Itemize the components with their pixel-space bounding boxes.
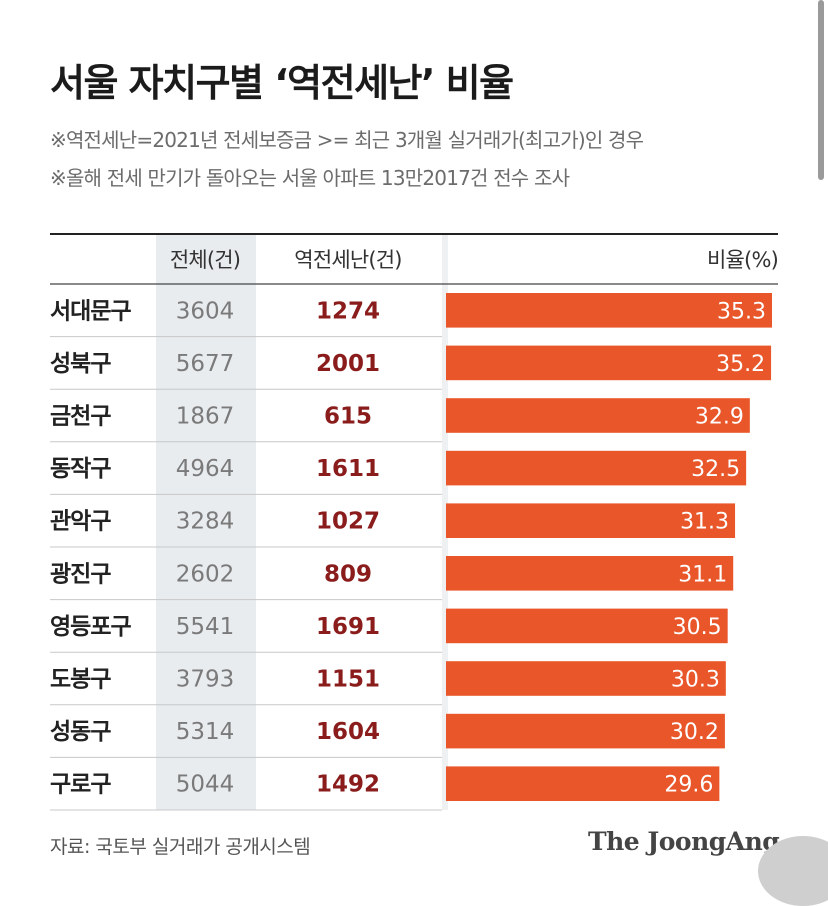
ratio-label: 32.5 <box>691 457 740 482</box>
ratio-label: 30.3 <box>671 668 720 693</box>
row-total: 3793 <box>176 667 235 693</box>
ratio-bar <box>446 345 772 381</box>
row-total: 5541 <box>176 614 235 640</box>
ratio-label: 30.5 <box>673 615 722 640</box>
ratio-bar <box>446 608 728 644</box>
ratio-table-chart: 전체(건) 역전세난(건) 비율(%) 서대문구 3604 1274 35.3 성북구 5677… <box>50 233 779 811</box>
row-count: 1492 <box>316 772 380 798</box>
row-total: 3284 <box>176 509 235 535</box>
row-total: 1867 <box>176 404 235 430</box>
row-count: 1274 <box>316 298 380 324</box>
ratio-bar <box>446 398 750 433</box>
row-count: 809 <box>324 561 372 587</box>
ratio-bar <box>446 556 734 591</box>
ratio-label: 35.2 <box>716 352 765 377</box>
scrollbar[interactable] <box>818 0 824 180</box>
row-district: 성북구 <box>50 351 111 377</box>
row-total: 2602 <box>176 561 235 587</box>
ratio-bar <box>446 661 726 696</box>
ratio-bar <box>446 503 736 538</box>
row-total: 3604 <box>176 298 235 324</box>
note-definition: ※역전세난=2021년 전세보증금 >= 최근 3개월 실거래가(최고가)인 경… <box>50 128 644 152</box>
ratio-label: 35.3 <box>717 299 766 324</box>
row-district: 동작구 <box>50 456 111 482</box>
ratio-label: 31.3 <box>680 510 729 535</box>
row-district: 서대문구 <box>50 298 131 324</box>
row-district: 금천구 <box>50 404 111 430</box>
ratio-label: 31.1 <box>678 562 727 587</box>
header-ratio: 비율(%) <box>707 248 778 272</box>
bar-area-divider <box>442 234 448 810</box>
row-district: 구로구 <box>50 772 111 798</box>
row-count: 1151 <box>316 667 380 693</box>
row-total: 5677 <box>176 351 235 377</box>
row-total: 5314 <box>176 719 235 745</box>
ratio-label: 32.9 <box>695 405 744 430</box>
row-total: 5044 <box>176 772 235 798</box>
source-note: 자료: 국토부 실거래가 공개시스템 <box>50 836 311 858</box>
ratio-bar <box>446 450 747 486</box>
header-count: 역전세난(건) <box>294 248 401 272</box>
row-count: 615 <box>324 404 372 430</box>
row-count: 1027 <box>316 509 380 535</box>
note-survey: ※올해 전세 만기가 돌아오는 서울 아파트 13만2017건 전수 조사 <box>50 166 570 190</box>
ratio-label: 30.2 <box>670 720 719 745</box>
row-district: 관악구 <box>50 509 111 535</box>
row-total: 4964 <box>176 456 235 482</box>
row-district: 성동구 <box>50 719 111 745</box>
row-district: 영등포구 <box>50 614 131 640</box>
ratio-label: 29.6 <box>664 773 713 798</box>
brand-logo: The JoongAng <box>588 827 780 856</box>
row-district: 광진구 <box>50 561 111 587</box>
chart-title: 서울 자치구별 ‘역전세난’ 비율 <box>50 61 514 105</box>
row-count: 1611 <box>316 456 380 482</box>
header-total: 전체(건) <box>170 248 240 272</box>
row-district: 도봉구 <box>50 667 111 693</box>
ratio-bar <box>446 766 720 801</box>
row-count: 1691 <box>316 614 380 640</box>
row-count: 1604 <box>316 719 380 745</box>
ratio-bar <box>446 713 725 749</box>
ratio-bar <box>446 293 772 328</box>
total-column-shade <box>156 234 256 810</box>
row-count: 2001 <box>316 351 380 377</box>
